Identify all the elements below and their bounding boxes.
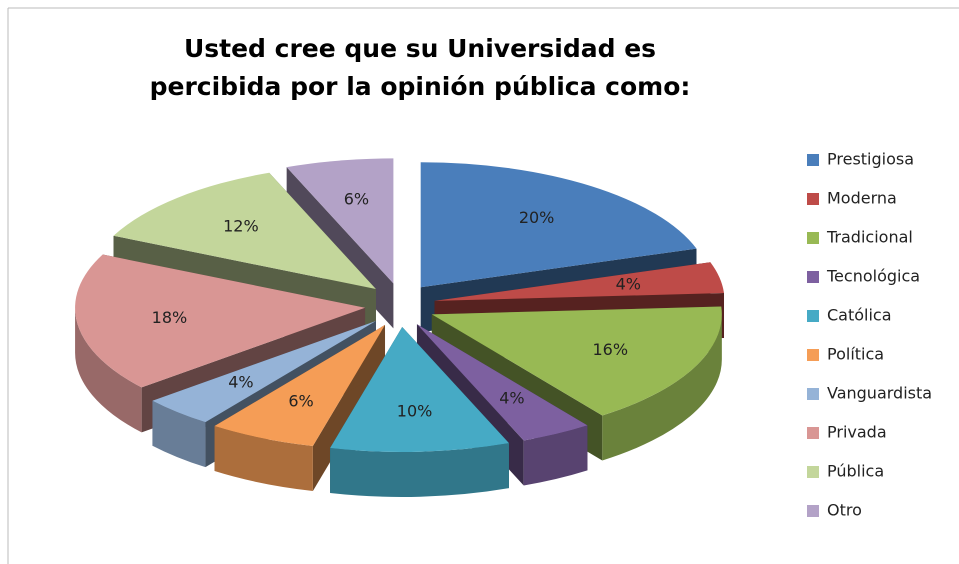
- pie-slice: [214, 324, 386, 446]
- legend-swatch: [807, 427, 819, 439]
- legend-label: Católica: [827, 306, 892, 325]
- pie-slice-side: [330, 443, 509, 497]
- legend-swatch: [807, 466, 819, 478]
- pie-slice: [431, 306, 722, 416]
- pie-slice: [152, 321, 376, 423]
- legend-label: Pública: [827, 462, 884, 481]
- data-label: 16%: [593, 340, 629, 359]
- legend-label: Moderna: [827, 189, 897, 208]
- pie-slice-side: [75, 307, 142, 433]
- pie-slice: [330, 326, 509, 452]
- pie-slice-side: [602, 314, 722, 461]
- legend-label: Política: [827, 345, 884, 364]
- legend-swatch: [807, 388, 819, 400]
- legend-swatch: [807, 310, 819, 322]
- data-label: 20%: [519, 208, 555, 227]
- pie-slice: [416, 324, 588, 441]
- legend-swatch: [807, 193, 819, 205]
- chart-title: Usted cree que su Universidad es percibi…: [149, 34, 691, 101]
- legend-label: Prestigiosa: [827, 150, 914, 169]
- data-label: 6%: [344, 189, 369, 208]
- pie-slice: [75, 254, 366, 388]
- data-label: 6%: [288, 391, 313, 410]
- data-label: 10%: [397, 401, 433, 420]
- data-label: 18%: [152, 308, 188, 327]
- legend-swatch: [807, 505, 819, 517]
- legend-swatch: [807, 232, 819, 244]
- data-label: 4%: [499, 388, 524, 407]
- pie-slice: [113, 172, 376, 289]
- legend-label: Otro: [827, 501, 862, 520]
- legend-label: Tecnológica: [826, 267, 920, 286]
- data-label: 12%: [223, 217, 259, 236]
- pie-slice-side: [152, 400, 206, 468]
- legend-label: Privada: [827, 423, 887, 442]
- legend-swatch: [807, 154, 819, 166]
- pie-slice-side: [214, 426, 313, 491]
- pie-slice: [420, 162, 697, 288]
- legend-label: Vanguardista: [827, 384, 932, 403]
- data-label: 4%: [228, 372, 253, 391]
- legend-swatch: [807, 271, 819, 283]
- pie-slice: [434, 262, 725, 301]
- legend-swatch: [807, 349, 819, 361]
- pie-slice-side: [523, 425, 588, 486]
- legend-label: Tradicional: [826, 228, 913, 247]
- data-label: 4%: [616, 274, 641, 293]
- pie-slice: [286, 158, 394, 284]
